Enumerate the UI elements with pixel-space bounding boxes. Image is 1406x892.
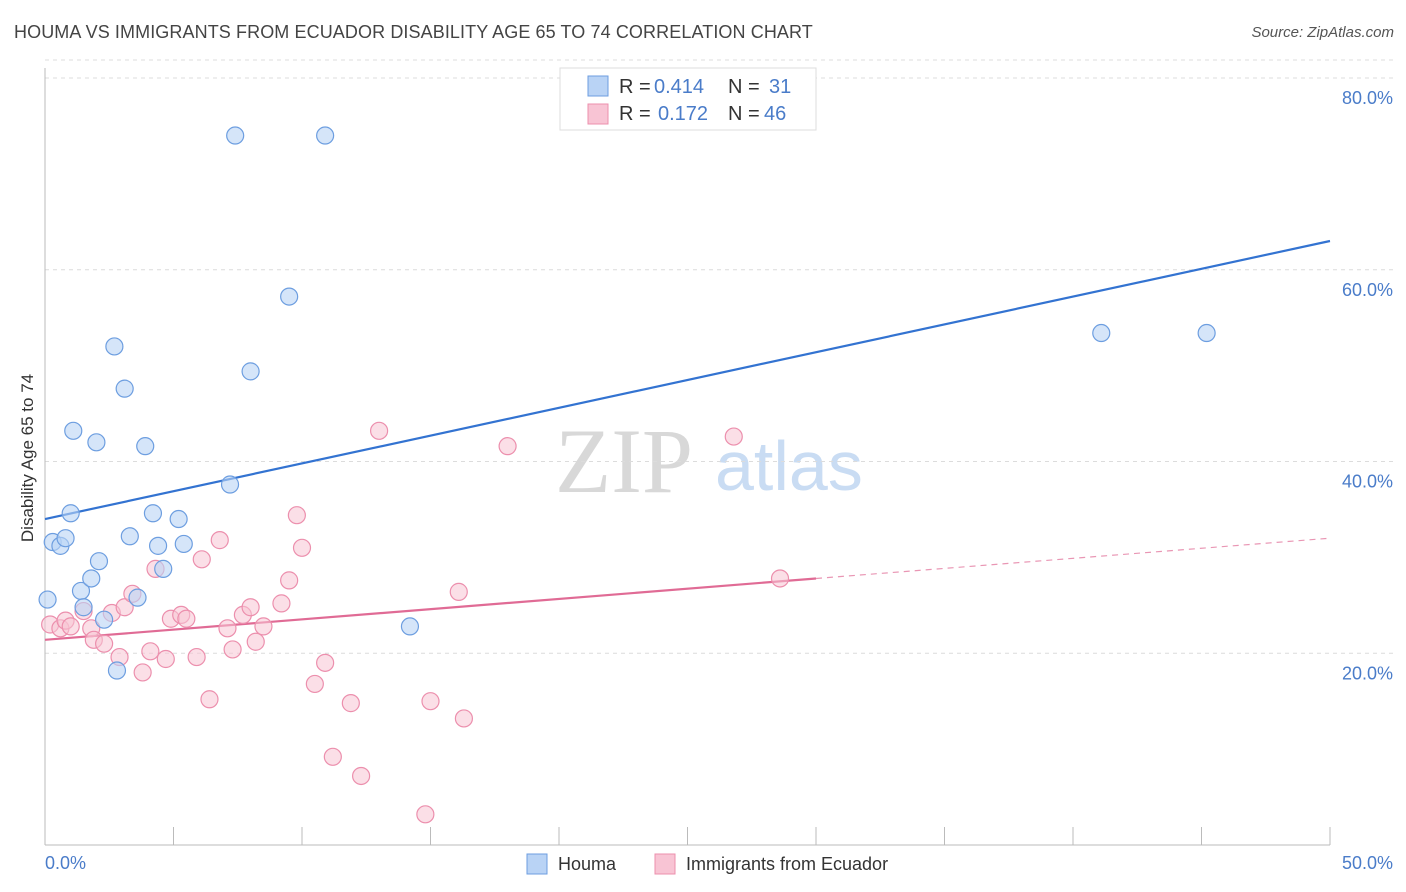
point-ecuador [192,550,211,569]
point-ecuador [246,632,265,651]
point-ecuador [724,427,743,446]
point-houma [1092,323,1111,343]
point-ecuador [352,766,371,786]
correlation-legend: R = 0.414 N = 31 R = 0.172 N = 46 [559,67,817,131]
point-ecuador [218,619,237,638]
point-ecuador [156,649,175,669]
x-tick-label-max: 50.0% [1342,853,1393,873]
point-ecuador [305,674,324,694]
point-houma [56,529,75,548]
point-houma [107,661,127,680]
chart-title: HOUMA VS IMMIGRANTS FROM ECUADOR DISABIL… [14,22,813,42]
point-ecuador [370,421,389,440]
point-ecuador [223,640,242,659]
y-axis-label: Disability Age 65 to 74 [18,374,37,542]
point-ecuador [454,709,474,728]
data-points [38,126,1216,824]
point-ecuador [421,692,440,711]
legend-n-value-ecuador: 46 [764,103,786,125]
legend-r-label-houma: R = [619,76,651,98]
point-ecuador [323,747,342,766]
legend-swatch-ecuador [587,103,609,125]
point-houma [280,287,299,306]
point-houma [89,552,109,571]
point-houma [61,504,80,523]
point-ecuador [292,538,312,557]
point-ecuador [61,617,80,636]
source-label: Source: ZipAtlas.com [1251,24,1394,41]
point-houma [400,617,420,636]
point-ecuador [177,609,196,628]
point-ecuador [498,437,517,456]
point-houma [87,433,106,452]
point-houma [38,590,57,609]
point-ecuador [115,598,134,617]
point-houma [105,337,124,356]
legend-r-value-houma: 0.414 [654,76,704,98]
legend-r-label-ecuador: R = [619,103,651,125]
point-ecuador [280,571,299,590]
x-tick-label-min: 0.0% [45,853,86,873]
bottom-legend-swatch-ecuador [654,853,676,875]
series-legend: Houma Immigrants from Ecuador [526,853,888,875]
point-houma [120,527,139,546]
legend-swatch-houma [587,75,609,97]
point-ecuador [449,582,468,601]
trend-line-ecuador-extended [815,537,1331,580]
point-ecuador [272,594,291,613]
point-houma [148,536,168,555]
point-houma [241,362,260,381]
point-houma [128,588,147,607]
point-houma [226,126,245,145]
y-tick-label: 80.0% [1342,88,1393,108]
point-houma [143,504,163,523]
point-houma [115,379,134,398]
point-ecuador [187,647,206,667]
point-houma [82,569,101,588]
trend-line-ecuador [44,577,817,641]
point-ecuador [416,805,435,824]
legend-r-value-ecuador: 0.172 [658,103,708,125]
bottom-legend-swatch-houma [526,853,548,875]
legend-n-label-houma: N = [728,76,760,98]
point-ecuador [770,569,790,588]
y-tick-label: 60.0% [1342,280,1393,300]
point-houma [154,559,173,578]
point-houma [169,509,188,529]
point-houma [64,421,83,440]
point-ecuador [200,690,219,709]
point-houma [174,534,193,554]
y-tick-label: 20.0% [1342,663,1393,683]
point-ecuador [133,663,152,682]
legend-n-value-houma: 31 [769,76,791,98]
y-tick-label: 40.0% [1342,472,1393,492]
trend-line-houma [44,239,1331,521]
point-ecuador [254,617,273,636]
trend-lines [44,239,1331,641]
axes: 20.0% 40.0% 60.0% 80.0% 0.0% 50.0% [44,68,1393,873]
point-houma [95,610,114,629]
point-ecuador [287,506,306,525]
bottom-legend-ecuador: Immigrants from Ecuador [686,854,888,874]
bottom-legend-houma: Houma [558,854,617,874]
point-ecuador [141,642,160,661]
point-ecuador [341,694,360,713]
point-ecuador [210,531,229,550]
point-ecuador [95,634,114,653]
point-houma [316,126,335,145]
point-ecuador [316,653,335,672]
point-houma [74,598,93,617]
point-houma [136,437,155,456]
legend-n-label-ecuador: N = [728,103,760,125]
grid-lines [45,59,1395,654]
point-houma [220,475,240,494]
point-houma [1197,323,1216,343]
point-ecuador [241,598,260,617]
